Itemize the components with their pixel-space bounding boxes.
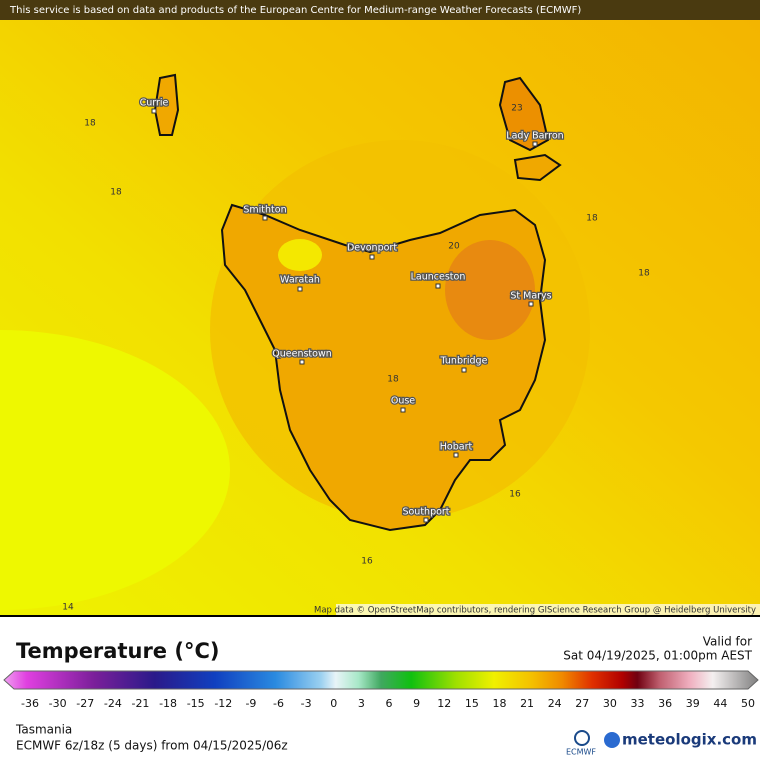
site-icon [604,732,620,748]
scale-tick-label: -15 [187,697,205,710]
place-marker [435,283,441,289]
scale-tick-label: -30 [49,697,67,710]
scale-tick-label: -18 [159,697,177,710]
valid-label: Valid for [703,635,752,649]
place-marker [297,286,303,292]
shade [278,239,322,271]
place-label: Waratah [280,275,320,286]
region: Tasmania [15,723,72,737]
contour-label: 23 [511,104,522,114]
attribution-bg [336,604,760,616]
scale-tick-label: 39 [686,697,700,710]
valid-time: Sat 04/19/2025, 01:00pm AEST [563,649,752,663]
scale-tick-label: 24 [548,697,562,710]
place-label: Ouse [391,396,415,407]
scale-tick-label: 36 [658,697,672,710]
place-marker [461,367,467,373]
ecmwf-icon [574,730,590,746]
scale-tick-label: 21 [520,697,534,710]
map: This service is based on data and produc… [0,0,760,616]
flinders-island [498,76,550,152]
scale-tick-label: -6 [273,697,284,710]
cape-barren-island [513,153,562,182]
scale-tick-label: -3 [301,697,312,710]
scale-tick-label: 15 [465,697,479,710]
scale-tick-label: 30 [603,697,617,710]
attribution: Map data © OpenStreetMap contributors, r… [314,606,756,616]
scale-tick-label: 3 [358,697,365,710]
scale-tick-label: -36 [21,697,39,710]
scale-tick-label: 12 [437,697,451,710]
place-marker [453,452,459,458]
banner: This service is based on data and produc… [9,5,581,16]
contour-label: 16 [361,557,373,567]
place-marker [262,215,268,221]
place-label: Launceston [411,272,466,283]
shade [445,240,535,340]
place-label: Southport [402,507,449,518]
scale-tick-label: 9 [413,697,420,710]
contour-label: 18 [110,188,122,198]
scale-tick-label: 44 [713,697,727,710]
ecmwf-logo: ECMWF [566,748,596,757]
place-label: Devonport [347,243,397,254]
contour-label: 18 [638,269,650,279]
place-marker [528,301,534,307]
color-scale [3,670,759,690]
place-label: Hobart [440,442,473,453]
place-label: St Marys [510,291,551,302]
scale-tick-label: 33 [631,697,645,710]
place-label: Currie [140,98,169,109]
shade [0,330,230,610]
model-info: ECMWF 6z/18z (5 days) from 04/15/2025/06… [16,739,288,753]
place-marker [369,254,375,260]
scale-tick-label: -12 [214,697,232,710]
place-label: Lady Barron [506,131,563,142]
contour-label: 18 [586,214,598,224]
contour-label: 20 [448,242,460,252]
contour-label: 16 [509,490,521,500]
scale-tick-label: 6 [386,697,393,710]
contour-label: 18 [387,375,399,385]
place-marker [532,141,538,147]
contour-label: 14 [62,603,74,613]
place-label: Tunbridge [440,356,488,367]
place-label: Smithton [243,205,286,216]
banner-bg [0,0,760,20]
place-marker [423,517,429,523]
place-marker [151,108,157,114]
scale-tick-label: 18 [492,697,506,710]
scale-tick-label: -27 [76,697,94,710]
scale-tick-label: 50 [741,697,755,710]
scale-tick-label: -21 [131,697,149,710]
site-logo: meteologix.com [622,731,757,749]
place-marker [299,359,305,365]
legend-title: Temperature (°C) [16,639,219,663]
contour-label: 18 [84,119,96,129]
scale-tick-label: 0 [330,697,337,710]
scale-tick-label: -9 [245,697,256,710]
place-label: Queenstown [272,349,332,360]
scale-tick-label: 27 [575,697,589,710]
place-marker [400,407,406,413]
scale-tick-label: -24 [104,697,122,710]
